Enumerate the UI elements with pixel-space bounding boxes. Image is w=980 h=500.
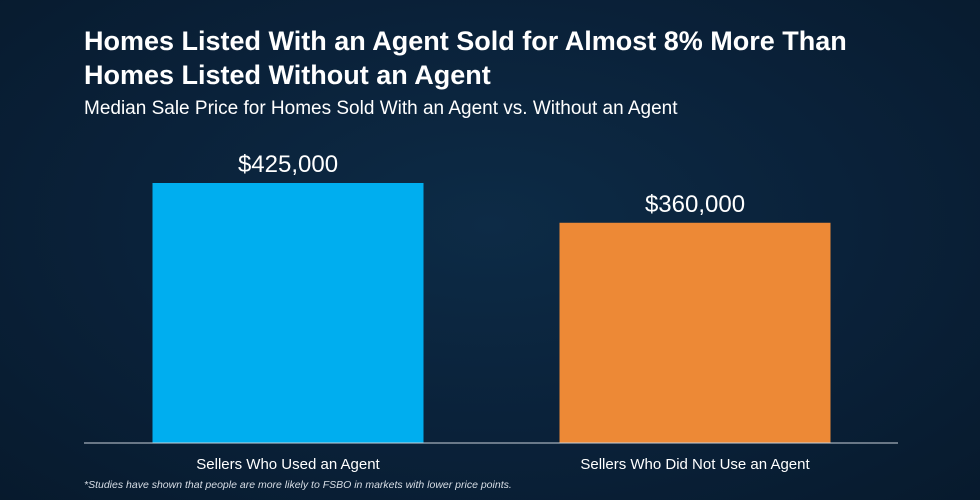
value-label-no-agent: $360,000 [645,191,745,218]
footnote: *Studies have shown that people are more… [84,479,512,491]
bar-no-agent [559,222,831,443]
bar-used-agent [152,183,424,443]
chart-title: Homes Listed With an Agent Sold for Almo… [84,26,847,90]
chart-subtitle: Median Sale Price for Homes Sold With an… [84,98,678,119]
bars-layer: $425,000 Sellers Who Used an Agent $360,00… [152,151,831,473]
category-label-used-agent: Sellers Who Used an Agent [196,456,380,473]
category-label-no-agent: Sellers Who Did Not Use an Agent [580,456,810,473]
value-label-used-agent: $425,000 [238,151,338,178]
bar-chart: $425,000 Sellers Who Used an Agent $360,00… [84,151,898,473]
